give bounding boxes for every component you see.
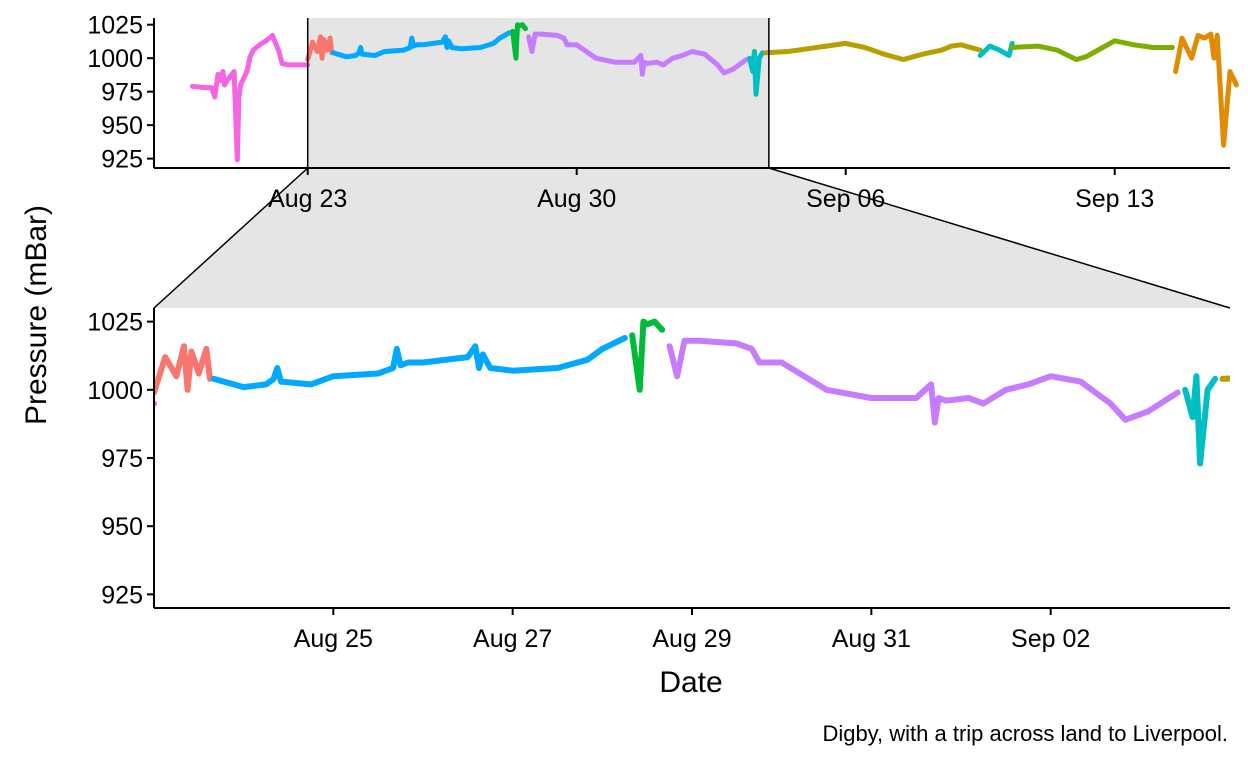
zoom-y-tick-label-0: 925 — [101, 581, 143, 609]
zoom-series-line-3 — [629, 318, 666, 393]
zoom-x-tick-label-3: Aug 31 — [832, 625, 911, 653]
zoom-series-line-1 — [154, 343, 213, 396]
zoom-series-line-2 — [210, 335, 628, 391]
overview-series-line-5 — [747, 49, 765, 97]
zoom-series-group — [154, 318, 1230, 467]
overview-y-ticks: 925 950 975 1000 1025 — [87, 12, 154, 174]
zoom-y-tick-label-4: 1025 — [87, 309, 143, 337]
zoom-x-ticks: Aug 25 Aug 27 Aug 29 Aug 31 Sep 02 — [294, 608, 1090, 653]
overview-y-tick-label-0: 925 — [101, 146, 143, 174]
x-axis-title: Date — [659, 666, 722, 699]
overview-series-line-7 — [977, 40, 1015, 58]
overview-series-line-0 — [189, 32, 311, 163]
chart-caption: Digby, with a trip across land to Liverp… — [822, 721, 1228, 746]
overview-x-tick-label-0: Aug 23 — [268, 185, 347, 213]
zoom-series-line-5 — [1182, 373, 1219, 467]
overview-x-tick-label-2: Sep 06 — [806, 185, 885, 213]
zoom-y-tick-label-1: 950 — [101, 513, 143, 541]
overview-y-tick-label-1: 950 — [101, 112, 143, 140]
y-axis-title: Pressure (mBar) — [20, 205, 53, 425]
zoom-connector-area — [154, 168, 1230, 308]
zoom-x-tick-label-4: Sep 02 — [1011, 625, 1090, 653]
overview-x-tick-label-1: Aug 30 — [537, 185, 616, 213]
overview-x-ticks: Aug 23 Aug 30 Sep 06 Sep 13 — [268, 168, 1154, 213]
zoom-y-tick-label-3: 1000 — [87, 377, 143, 405]
overview-y-tick-label-3: 1000 — [87, 45, 143, 73]
zoom-y-tick-label-2: 975 — [101, 445, 143, 473]
overview-y-tick-label-2: 975 — [101, 79, 143, 107]
overview-series-line-4 — [526, 31, 749, 77]
overview-series-line-6 — [763, 40, 983, 62]
zoom-x-tick-label-1: Aug 27 — [473, 625, 552, 653]
zoom-y-ticks: 925 950 975 1000 1025 — [87, 309, 154, 609]
overview-series-line-1 — [305, 34, 335, 62]
overview-series-line-8 — [1009, 38, 1175, 62]
overview-series-group — [189, 22, 1239, 163]
overview-x-tick-label-3: Sep 13 — [1075, 185, 1154, 213]
overview-highlight-rect — [307, 18, 769, 168]
zoom-series-line-4 — [666, 337, 1181, 426]
zoom-connector-right — [768, 167, 1231, 309]
overview-series-line-9 — [1173, 31, 1239, 148]
overview-series-line-3 — [510, 22, 528, 61]
overview-panel: 925 950 975 1000 1025 Aug 23 Aug 30 Sep 06 Sep … — [87, 12, 1239, 213]
zoom-x-tick-label-2: Aug 29 — [652, 625, 731, 653]
zoom-x-tick-label-0: Aug 25 — [294, 625, 373, 653]
overview-series-line-2 — [330, 30, 512, 60]
overview-y-tick-label-4: 1025 — [87, 12, 143, 40]
zoom-connector-left — [153, 167, 309, 309]
zoom-series-line-6 — [1219, 375, 1230, 382]
